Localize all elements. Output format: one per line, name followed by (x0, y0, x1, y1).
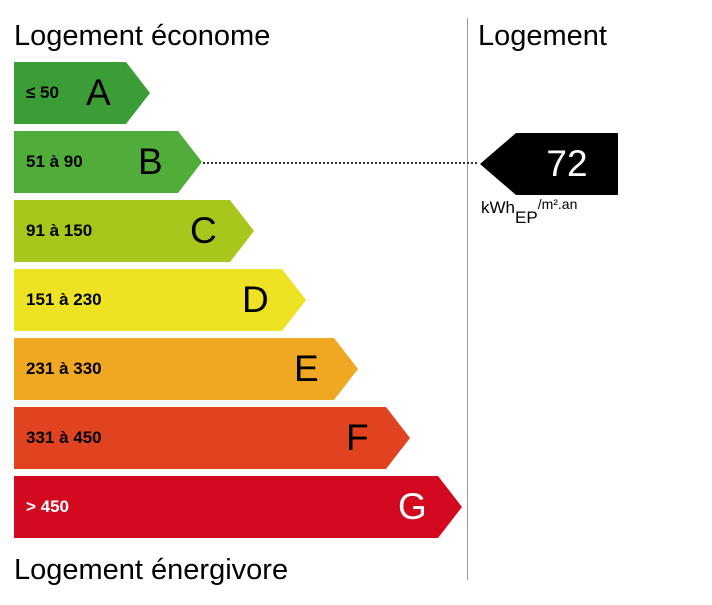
energy-class-letter: D (242, 279, 269, 320)
energy-class-letter: F (346, 417, 369, 458)
energy-class-letter: B (138, 141, 163, 182)
energy-class-range: 91 à 150 (26, 221, 93, 240)
consumption-indicator: 72 (480, 133, 618, 195)
energy-class-letter: C (190, 210, 217, 251)
energy-class-letter: G (398, 486, 427, 527)
energy-class-a: ≤ 50 A (14, 62, 150, 124)
energy-class-letter: E (294, 348, 319, 389)
energy-class-arrow-shape (14, 407, 410, 469)
consumption-unit: kWhEP/m².an (481, 196, 578, 227)
label-economical: Logement économe (14, 20, 271, 52)
energy-class-e: 231 à 330 E (14, 338, 358, 400)
indicator-arrow-shape (480, 133, 618, 195)
energy-class-arrow-shape (14, 476, 462, 538)
energy-class-b: 51 à 90 B (14, 131, 202, 193)
energy-class-arrow-shape (14, 62, 150, 124)
consumption-value: 72 (546, 143, 588, 184)
energy-class-c: 91 à 150 C (14, 200, 254, 262)
energy-class-arrow-shape (14, 131, 202, 193)
energy-class-range: 331 à 450 (26, 428, 102, 447)
energy-class-range: 51 à 90 (26, 152, 83, 171)
label-dwelling: Logement (478, 20, 607, 52)
energy-class-range: > 450 (26, 497, 70, 516)
label-energy-intensive: Logement énergivore (14, 554, 289, 586)
column-divider (467, 18, 468, 580)
energy-class-range: 151 à 230 (26, 290, 102, 309)
energy-class-arrow-shape (14, 200, 254, 262)
energy-class-arrow-shape (14, 269, 306, 331)
energy-class-range: ≤ 50 (26, 83, 59, 102)
leader-line (203, 162, 477, 164)
energy-class-d: 151 à 230 D (14, 269, 306, 331)
energy-class-g: > 450 G (14, 476, 462, 538)
energy-class-arrow-shape (14, 338, 358, 400)
energy-class-letter: A (86, 72, 111, 113)
energy-class-f: 331 à 450 F (14, 407, 410, 469)
energy-class-range: 231 à 330 (26, 359, 102, 378)
